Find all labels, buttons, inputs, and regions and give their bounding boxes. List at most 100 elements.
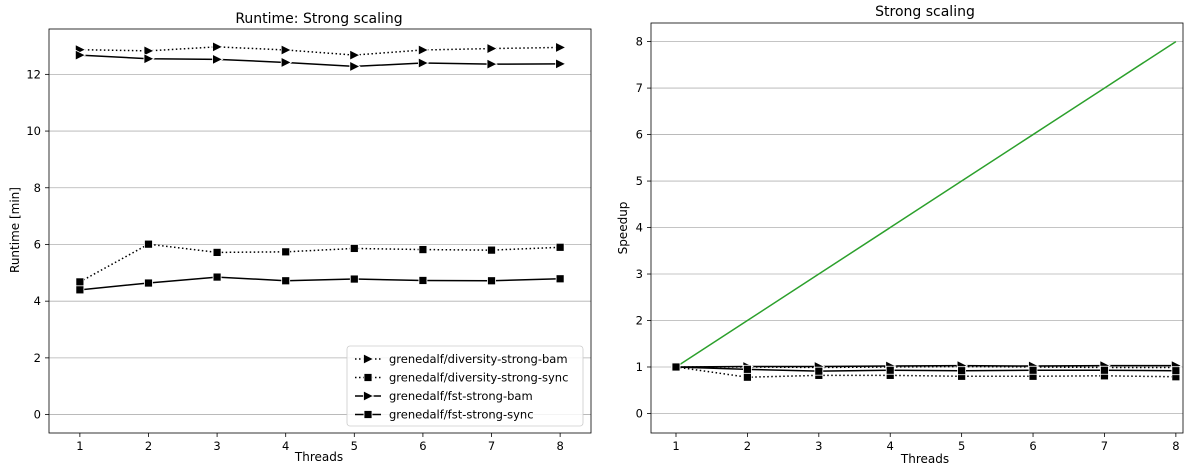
runtime-data-point <box>418 276 428 285</box>
runtime-data-point <box>144 278 153 288</box>
runtime-legend-label: grenedalf/fst-strong-bam <box>389 389 533 403</box>
speedup-xtick-label: 3 <box>815 439 822 453</box>
runtime-data-point <box>349 244 359 253</box>
speedup-ytick-label: 3 <box>636 267 643 281</box>
runtime-data-point <box>555 41 567 54</box>
speedup-data-point <box>1171 366 1181 376</box>
runtime-chart-ylabel: Runtime [min] <box>8 187 22 273</box>
speedup-ytick-label: 1 <box>636 360 643 374</box>
runtime-ytick-label: 8 <box>34 181 41 195</box>
runtime-data-point <box>144 239 153 249</box>
runtime-data-point <box>487 276 496 286</box>
speedup-data-point <box>743 364 752 374</box>
speedup-xtick-label: 7 <box>1101 439 1108 453</box>
runtime-chart: Runtime: Strong scaling Threads Runtime … <box>8 11 592 464</box>
runtime-series-2 <box>74 49 567 73</box>
speedup-data-point <box>671 362 681 372</box>
speedup-series-line <box>675 365 1176 369</box>
runtime-data-point <box>555 58 567 70</box>
runtime-legend-label: grenedalf/fst-strong-sync <box>389 408 534 422</box>
runtime-series-1 <box>75 239 565 287</box>
runtime-data-point <box>281 247 291 257</box>
runtime-data-point <box>74 49 87 61</box>
runtime-xtick-label: 4 <box>282 439 289 453</box>
runtime-data-point <box>280 56 293 69</box>
speedup-ytick-label: 0 <box>636 406 643 420</box>
speedup-chart: Strong scaling Threads Speedup 0 1 2 3 4 5 6 7 8… <box>616 4 1184 466</box>
speedup-xtick-label: 2 <box>744 439 751 453</box>
speedup-axes-frame <box>650 22 1184 434</box>
runtime-legend-marker <box>363 353 375 365</box>
speedup-data-point <box>957 366 967 376</box>
runtime-series-line <box>79 46 561 56</box>
runtime-data-point <box>281 276 291 286</box>
runtime-xtick-label: 3 <box>213 439 220 453</box>
runtime-data-point <box>143 53 155 65</box>
speedup-xtick-label: 5 <box>958 439 965 453</box>
runtime-data-point <box>143 45 155 57</box>
runtime-data-point <box>212 248 222 257</box>
runtime-legend-label: grenedalf/diversity-strong-bam <box>389 352 568 366</box>
speedup-series-line <box>675 366 1176 372</box>
runtime-chart-xlabel: Threads <box>294 450 343 464</box>
runtime-data-point <box>349 49 361 61</box>
runtime-xtick-label: 6 <box>419 439 426 453</box>
speedup-ytick-label: 5 <box>636 174 643 188</box>
speedup-series-line <box>675 366 1176 378</box>
runtime-data-point <box>349 274 359 284</box>
speedup-xtick-label: 8 <box>1172 439 1179 453</box>
runtime-data-point <box>349 60 361 73</box>
speedup-ytick-label: 4 <box>636 221 643 235</box>
speedup-ytick-label: 8 <box>636 35 643 49</box>
runtime-xtick-label: 1 <box>76 439 83 453</box>
runtime-data-point <box>555 274 565 284</box>
runtime-xtick-label: 7 <box>488 439 495 453</box>
speedup-data-point <box>885 365 895 375</box>
runtime-data-point <box>280 44 293 56</box>
speedup-ytick-label: 7 <box>636 81 643 95</box>
speedup-ytick-label: 2 <box>636 314 643 328</box>
runtime-ytick-label: 6 <box>34 237 41 251</box>
runtime-data-point <box>486 58 498 70</box>
runtime-legend-box <box>346 345 584 427</box>
speedup-data-point <box>814 366 824 376</box>
runtime-data-point <box>212 53 224 65</box>
runtime-data-point <box>75 277 85 287</box>
speedup-series-0 <box>675 40 1177 368</box>
runtime-legend-marker <box>363 373 373 382</box>
speedup-series-line <box>675 364 1176 368</box>
speedup-data-point <box>1100 365 1109 375</box>
runtime-xtick-label: 8 <box>556 439 563 453</box>
speedup-chart-ylabel: Speedup <box>616 202 630 255</box>
speedup-data-point <box>743 372 752 382</box>
runtime-data-point <box>555 242 565 252</box>
runtime-axes-frame <box>48 28 592 434</box>
runtime-ytick-label: 10 <box>26 124 41 138</box>
speedup-series-4 <box>671 362 1181 376</box>
runtime-data-point <box>418 57 430 69</box>
runtime-series-line <box>79 54 561 68</box>
runtime-data-point <box>418 44 430 56</box>
runtime-data-point <box>212 272 222 282</box>
runtime-series-line <box>79 276 561 291</box>
runtime-legend-marker <box>363 410 373 419</box>
runtime-data-point <box>486 42 498 55</box>
speedup-data-point <box>1028 365 1038 375</box>
speedup-chart-title: Strong scaling <box>875 4 975 20</box>
runtime-legend: grenedalf/diversity-strong-bam grenedalf/… <box>346 345 584 427</box>
runtime-data-point <box>75 285 85 295</box>
runtime-series-3 <box>75 272 565 295</box>
speedup-series-line <box>675 40 1177 368</box>
runtime-ytick-label: 12 <box>26 67 41 81</box>
runtime-ytick-label: 0 <box>34 408 41 422</box>
runtime-data-point <box>418 245 428 254</box>
runtime-legend-label: grenedalf/diversity-strong-sync <box>389 371 568 385</box>
speedup-xtick-label: 4 <box>887 439 894 453</box>
runtime-ytick-label: 4 <box>34 294 41 308</box>
runtime-data-point <box>212 41 224 53</box>
speedup-chart-xlabel: Threads <box>900 452 949 466</box>
runtime-chart-title: Runtime: Strong scaling <box>235 11 402 27</box>
runtime-xtick-label: 5 <box>351 439 358 453</box>
runtime-xtick-label: 2 <box>145 439 152 453</box>
